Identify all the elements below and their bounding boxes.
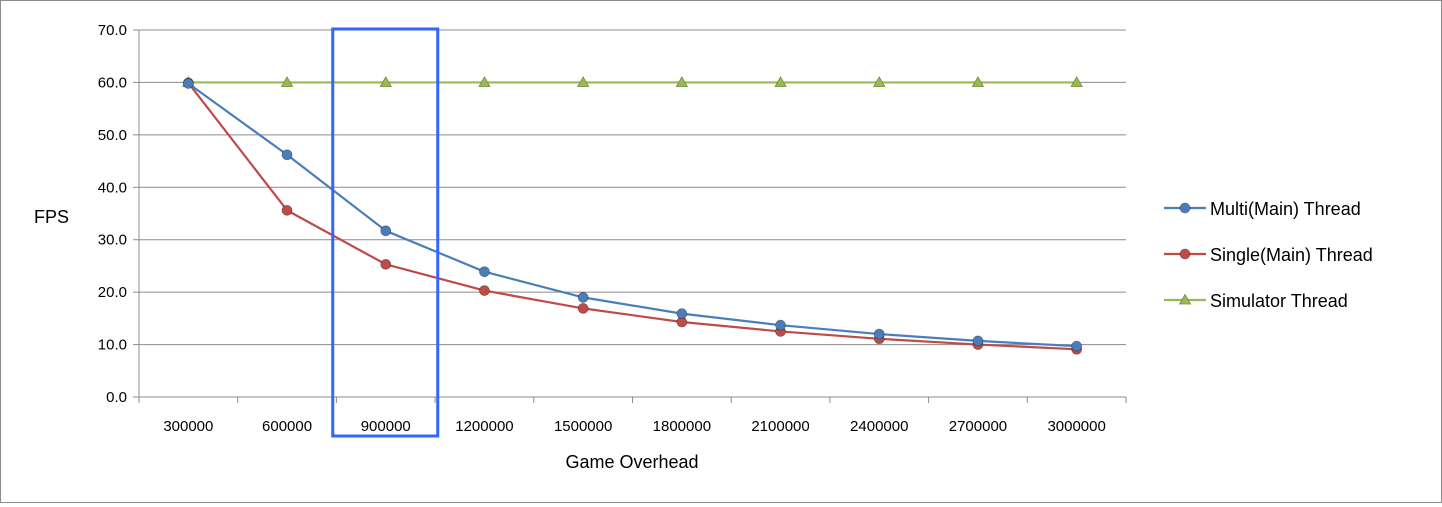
series-2 [182, 76, 1083, 87]
x-tick-label: 3000000 [1047, 418, 1105, 435]
data-point-2-1 [280, 76, 294, 87]
y-tick-label: 50.0 [98, 127, 127, 144]
data-point-2-4 [576, 76, 590, 87]
x-tick-label: 2400000 [850, 418, 908, 435]
data-point-1-3 [479, 285, 490, 296]
legend-label: Multi(Main) Thread [1210, 199, 1361, 219]
x-tick-label: 300000 [163, 418, 213, 435]
data-point-2-5 [675, 76, 689, 87]
x-axis-title: Game Overhead [565, 452, 698, 472]
y-axis: 0.0 10.0 20.0 30.0 40.0 50.0 60.0 70.0 [98, 22, 140, 406]
legend-marker-0 [1179, 202, 1191, 214]
data-point-0-6 [775, 319, 786, 331]
legend-label: Single(Main) Thread [1210, 245, 1373, 265]
x-tick-label: 1200000 [455, 418, 513, 435]
data-point-0-5 [676, 308, 688, 320]
series-line-0 [187, 82, 1077, 348]
legend: Multi(Main) Thread Single(Main) Thread Sim… [1164, 199, 1373, 311]
x-tick-label: 600000 [262, 418, 312, 435]
legend-marker-1 [1179, 248, 1191, 260]
y-tick-label: 0.0 [106, 389, 127, 406]
y-tick-label: 10.0 [98, 337, 127, 354]
y-axis-title: FPS [34, 207, 69, 227]
data-point-0-9 [1071, 340, 1083, 352]
legend-entry-2: Simulator Thread [1164, 291, 1348, 311]
data-point-0-3 [479, 266, 490, 278]
data-point-1-2 [380, 258, 392, 270]
x-tick-label: 1500000 [554, 418, 612, 435]
data-point-2-2 [379, 76, 392, 87]
legend-entry-1: Single(Main) Thread [1164, 245, 1373, 265]
data-point-0-7 [873, 328, 885, 340]
y-tick-label: 60.0 [98, 74, 127, 91]
data-point-2-7 [873, 76, 886, 87]
x-tick-label: 900000 [361, 418, 411, 435]
y-tick-label: 40.0 [98, 179, 127, 196]
data-point-1-1 [281, 204, 293, 216]
data-point-0-8 [972, 335, 984, 347]
series-0 [182, 78, 1083, 352]
data-point-0-2 [380, 225, 392, 237]
legend-marker-2 [1178, 293, 1192, 305]
data-point-2-3 [478, 76, 491, 87]
y-tick-label: 20.0 [98, 284, 127, 301]
data-point-0-1 [281, 149, 293, 161]
x-tick-label: 2100000 [751, 418, 809, 435]
x-axis: 300000 600000 900000 1200000 1500000 1800000 2… [138, 397, 1127, 435]
data-point-0-4 [577, 291, 589, 303]
series-line-1 [187, 82, 1077, 351]
series-1 [182, 77, 1083, 355]
data-point-2-9 [1070, 76, 1083, 87]
data-point-2-6 [774, 76, 787, 87]
highlight-box [331, 27, 440, 438]
x-tick-label: 1800000 [653, 418, 711, 435]
series-lines [182, 76, 1083, 355]
data-point-1-4 [577, 302, 589, 314]
data-point-2-8 [971, 76, 985, 87]
highlight-box-layer [331, 27, 440, 438]
y-tick-label: 70.0 [98, 22, 127, 39]
legend-entry-0: Multi(Main) Thread [1164, 199, 1361, 219]
data-point-0-0 [182, 78, 194, 89]
y-tick-label: 30.0 [98, 232, 127, 249]
legend-label: Simulator Thread [1210, 291, 1348, 311]
x-tick-label: 2700000 [949, 418, 1007, 435]
